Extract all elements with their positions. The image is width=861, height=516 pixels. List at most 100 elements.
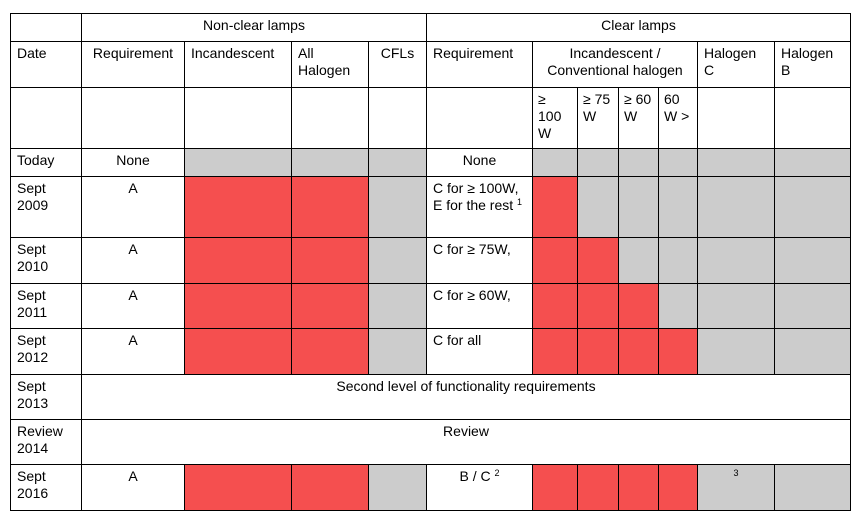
- watt-60-status: [618, 283, 659, 329]
- incandescent-status: [184, 176, 292, 238]
- cfls-status: [368, 328, 427, 375]
- date-cell: Today: [10, 148, 82, 177]
- date-cell: Sept 2013: [10, 374, 82, 420]
- table-row: Sept 2012 A C for all: [10, 328, 851, 375]
- incandescent-status: [184, 148, 292, 177]
- table-row: Sept 2016 A B / C 2 3: [10, 464, 851, 511]
- review-cell: Review: [81, 419, 851, 465]
- date-cell: Sept 2010: [10, 237, 82, 284]
- cfls-header: CFLs: [368, 41, 427, 88]
- halogen-c-status: [697, 237, 775, 284]
- date-cell: Sept 2009: [10, 176, 82, 238]
- all-halogen-header: All Halogen: [291, 41, 369, 88]
- watt-60-less-status: [658, 176, 698, 238]
- incandescent-status: [184, 237, 292, 284]
- requirement-cell: A: [81, 464, 185, 511]
- watt-60-less-header: 60 W >: [658, 87, 698, 149]
- table-row: Review 2014 Review: [10, 419, 851, 465]
- clear-requirement-cell: C for ≥ 75W,: [426, 237, 533, 284]
- lamp-phase-out-table: Non-clear lamps Clear lamps Date Require…: [10, 13, 851, 511]
- watt-60-less-status: [658, 237, 698, 284]
- cfls-status: [368, 237, 427, 284]
- watt-60-status: [618, 176, 659, 238]
- incandescent-header: Incandescent: [184, 41, 292, 88]
- halogen-b-status: [774, 464, 851, 511]
- halogen-b-status: [774, 237, 851, 284]
- watt-60-less-status: [658, 328, 698, 375]
- halogen-c-status: [697, 176, 775, 238]
- requirement-cell: A: [81, 283, 185, 329]
- watt-75-status: [577, 464, 619, 511]
- all-halogen-status: [291, 328, 369, 375]
- clear-requirement-cell: B / C 2: [426, 464, 533, 511]
- date-cell: Sept 2011: [10, 283, 82, 329]
- date-cell: Sept 2012: [10, 328, 82, 375]
- watt-60-less-status: [658, 283, 698, 329]
- clear-requirement-cell: C for all: [426, 328, 533, 375]
- halogen-c-status: [697, 148, 775, 177]
- date-header: Date: [10, 41, 82, 88]
- footnote-marker: 1: [517, 197, 523, 207]
- requirement-cell: A: [81, 328, 185, 375]
- halogen-c-header: Halogen C: [697, 41, 775, 88]
- footnote-marker: 3: [733, 468, 739, 478]
- table-row: Sept 2009 A C for ≥ 100W, E for the rest…: [10, 176, 851, 238]
- functionality-requirements-cell: Second level of functionality requiremen…: [81, 374, 851, 420]
- all-halogen-status: [291, 283, 369, 329]
- incandescent-status: [184, 464, 292, 511]
- requirement-header: Requirement: [81, 41, 185, 88]
- watt-100-status: [532, 176, 578, 238]
- watt-60-status: [618, 464, 659, 511]
- watt-100-status: [532, 328, 578, 375]
- corner-cell: [10, 13, 82, 42]
- watt-75-status: [577, 148, 619, 177]
- requirement-cell: A: [81, 237, 185, 284]
- watt-100-status: [532, 464, 578, 511]
- incandescent-status: [184, 328, 292, 375]
- watt-75-status: [577, 176, 619, 238]
- watt-75-status: [577, 328, 619, 375]
- date-cell: Review 2014: [10, 419, 82, 465]
- clear-requirement-cell: None: [426, 148, 533, 177]
- halogen-b-header: Halogen B: [774, 41, 851, 88]
- watt-100-header: ≥ 100 W: [532, 87, 578, 149]
- table-row: Sept 2013 Second level of functionality …: [10, 374, 851, 420]
- clear-requirement-cell: C for ≥ 100W, E for the rest 1: [426, 176, 533, 238]
- watt-75-status: [577, 237, 619, 284]
- watt-60-status: [618, 148, 659, 177]
- table-row: Today None None: [10, 148, 851, 177]
- clear-requirement-cell: C for ≥ 60W,: [426, 283, 533, 329]
- watt-60-status: [618, 237, 659, 284]
- table-row: Sept 2011 A C for ≥ 60W,: [10, 283, 851, 329]
- watt-75-status: [577, 283, 619, 329]
- watt-75-header: ≥ 75 W: [577, 87, 619, 149]
- watt-60-less-status: [658, 464, 698, 511]
- all-halogen-status: [291, 176, 369, 238]
- watt-60-less-status: [658, 148, 698, 177]
- halogen-b-status: [774, 148, 851, 177]
- incandescent-status: [184, 283, 292, 329]
- watt-60-status: [618, 328, 659, 375]
- watt-100-status: [532, 237, 578, 284]
- watt-100-status: [532, 283, 578, 329]
- requirement-cell: A: [81, 176, 185, 238]
- date-cell: Sept 2016: [10, 464, 82, 511]
- clear-requirement-header: Requirement: [426, 41, 533, 88]
- all-halogen-status: [291, 464, 369, 511]
- cfls-status: [368, 283, 427, 329]
- halogen-b-status: [774, 176, 851, 238]
- footnote-marker: 2: [494, 468, 500, 478]
- requirement-cell: None: [81, 148, 185, 177]
- watt-100-status: [532, 148, 578, 177]
- all-halogen-status: [291, 237, 369, 284]
- cfls-status: [368, 464, 427, 511]
- all-halogen-status: [291, 148, 369, 177]
- watt-60-header: ≥ 60 W: [618, 87, 659, 149]
- clear-lamps-header: Clear lamps: [426, 13, 851, 42]
- halogen-b-status: [774, 328, 851, 375]
- non-clear-lamps-header: Non-clear lamps: [81, 13, 427, 42]
- cfls-status: [368, 148, 427, 177]
- table-row: Sept 2010 A C for ≥ 75W,: [10, 237, 851, 284]
- halogen-b-status: [774, 283, 851, 329]
- halogen-c-status: [697, 283, 775, 329]
